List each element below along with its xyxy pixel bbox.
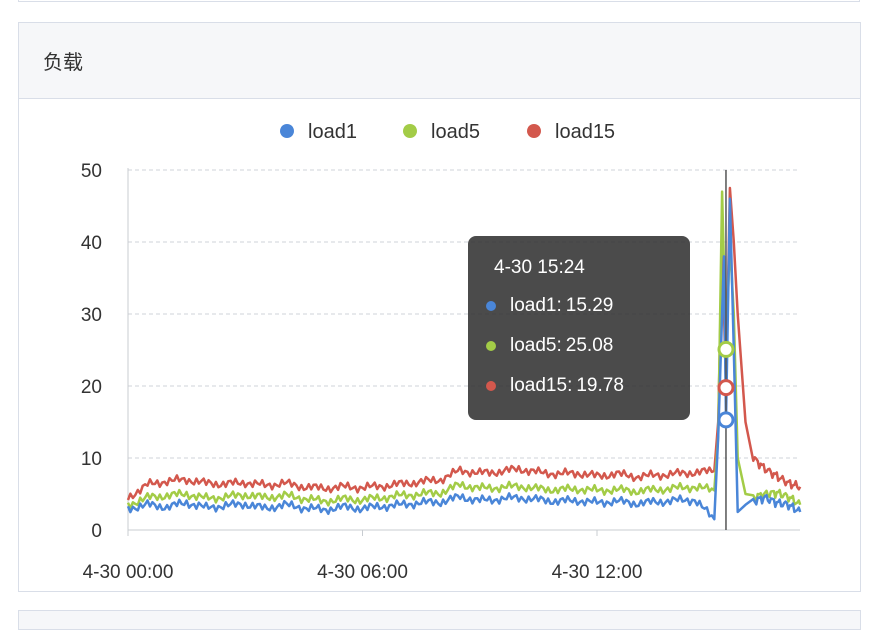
legend-dot-icon xyxy=(280,124,294,138)
tooltip-value: 15.29 xyxy=(565,295,614,316)
tooltip-time: 4-30 15:24 xyxy=(494,257,585,278)
load5-dot-icon xyxy=(486,341,496,351)
tooltip-sep: : xyxy=(567,375,573,396)
x-tick-labels: 4-30 00:00 4-30 06:00 4-30 12:00 xyxy=(83,562,643,583)
grid-lines xyxy=(128,169,800,459)
y-tick-label: 0 xyxy=(91,521,102,542)
load15-dot-icon xyxy=(486,381,496,391)
load15-series-line xyxy=(126,186,802,501)
legend-item-load5[interactable]: load5 xyxy=(403,121,480,143)
legend-dot-icon xyxy=(403,124,417,138)
previous-panel-edge xyxy=(18,0,860,2)
legend-item-load1[interactable]: load1 xyxy=(280,121,357,143)
y-tick-label: 10 xyxy=(81,449,102,470)
load15-hover-point xyxy=(717,379,735,397)
x-tick-label: 4-30 12:00 xyxy=(552,562,643,583)
tooltip-row-load1: load1: 15.29 xyxy=(486,294,690,318)
legend[interactable]: load1 load5 load15 xyxy=(280,121,615,143)
axes xyxy=(127,168,800,536)
tooltip-value: 19.78 xyxy=(576,375,624,396)
y-tick-label: 50 xyxy=(81,161,102,182)
hover-points xyxy=(717,340,735,429)
load1-dot-icon xyxy=(486,301,496,311)
tooltip-row-load5: load5: 25.08 xyxy=(486,334,690,358)
load1-series-line xyxy=(126,197,802,521)
legend-item-load15[interactable]: load15 xyxy=(527,121,615,143)
load5-hover-point xyxy=(717,340,735,358)
tooltip-sep: : xyxy=(556,295,562,316)
x-tick-label: 4-30 06:00 xyxy=(317,562,408,583)
legend-label: load15 xyxy=(555,121,615,143)
panel-title: 负载 xyxy=(43,52,83,74)
series-lines xyxy=(126,186,802,521)
tooltip-series-name: load1 xyxy=(510,295,557,316)
load1-hover-point xyxy=(717,411,735,429)
y-tick-labels: 0 10 20 30 40 50 xyxy=(81,161,102,542)
tooltip-sep: : xyxy=(556,335,562,356)
load5-series-line xyxy=(126,190,802,510)
tooltip-row-load15: load15: 19.78 xyxy=(486,374,690,398)
tooltip-series-name: load15 xyxy=(510,375,568,396)
legend-dot-icon xyxy=(527,124,541,138)
next-panel-edge xyxy=(18,610,861,630)
tooltip-value: 25.08 xyxy=(565,335,614,356)
tooltip: 4-30 15:24 load1: 15.29 load5: 25.08 loa… xyxy=(468,236,690,420)
tooltip-series-name: load5 xyxy=(510,335,557,356)
legend-label: load1 xyxy=(308,121,357,143)
legend-label: load5 xyxy=(431,121,480,143)
panel-header: 负载 xyxy=(19,23,860,99)
y-tick-label: 20 xyxy=(81,377,102,398)
y-tick-label: 40 xyxy=(81,233,102,254)
x-tick-label: 4-30 00:00 xyxy=(83,562,174,583)
y-tick-label: 30 xyxy=(81,305,102,326)
